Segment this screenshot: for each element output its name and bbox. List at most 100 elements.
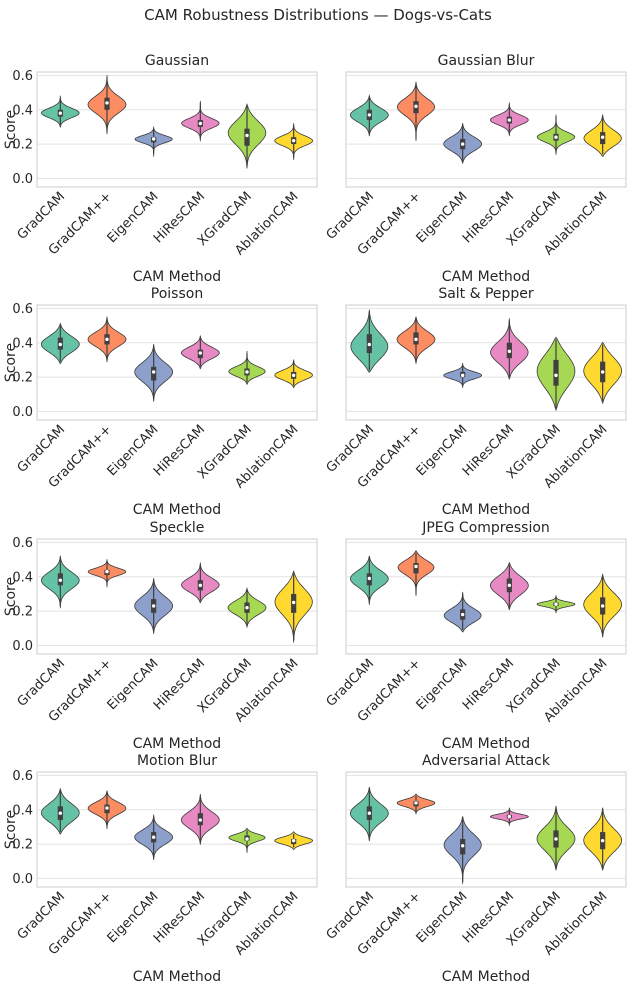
median-marker [105,101,109,105]
median-marker [105,569,109,574]
median-marker [291,373,296,378]
panel-title: JPEG Compression [421,520,550,536]
plot-area [36,771,318,888]
panel-title: Poisson [151,286,203,302]
y-tick-label: 0.2 [12,838,33,853]
y-tick-label: 0.6 [12,69,33,84]
median-marker [151,835,156,839]
median-marker [507,349,512,354]
panel-title: Motion Blur [137,753,217,769]
y-tick-label: 0.6 [12,769,33,784]
y-axis-label: Score [3,577,19,616]
median-marker [414,337,418,342]
median-marker [367,342,372,347]
y-tick-label: 0.2 [12,605,33,620]
panel-1: Gaussian BlurGradCAMGradCAM++EigenCAMHiR… [324,53,627,285]
y-tick-label: 0.4 [12,336,33,351]
y-axis-label: Score [3,343,19,382]
panel-3: Salt & PepperGradCAMGradCAM++EigenCAMHiR… [324,286,627,518]
iqr-box [553,359,559,386]
plot-area [36,304,318,421]
iqr-box [413,563,419,574]
figure-title: CAM Robustness Distributions — Dogs-vs-C… [144,6,492,24]
median-marker [245,133,249,138]
y-tick-label: 0.2 [12,371,33,386]
median-marker [198,121,203,126]
median-marker [367,576,372,581]
y-tick-label: 0.6 [12,536,33,551]
plot-area [345,304,627,421]
median-marker [507,814,512,819]
median-marker [554,135,558,139]
median-marker [507,118,512,122]
median-marker [600,838,605,843]
median-marker [58,111,63,115]
median-marker [198,351,203,355]
x-axis-label: CAM Method [133,269,221,285]
median-marker [245,837,249,841]
median-marker [460,142,465,146]
median-marker [245,370,249,374]
panel-title: Salt & Pepper [438,286,534,302]
plot-area [345,538,627,655]
x-axis-label: CAM Method [442,969,530,985]
median-marker [460,844,465,848]
median-marker [291,138,296,143]
median-marker [554,837,558,841]
y-tick-label: 0.4 [12,103,33,118]
median-marker [600,370,605,374]
panel-0: 0.00.20.40.6GaussianScoreGradCAMGradCAM+… [3,53,318,285]
median-marker [291,600,296,605]
y-tick-label: 0.6 [12,302,33,317]
plot-area [36,71,318,188]
median-marker [367,811,372,815]
median-marker [460,612,465,617]
median-marker [414,104,418,109]
median-marker [554,373,558,378]
median-marker [414,564,418,569]
panel-title: Gaussian [145,53,209,69]
median-marker [291,838,296,843]
median-marker [460,373,465,378]
x-axis-label: CAM Method [133,502,221,518]
panel-title: Adversarial Attack [422,753,551,769]
plot-area [345,71,627,188]
panel-4: 0.00.20.40.6SpeckleScoreGradCAMGradCAM++… [3,520,318,752]
x-axis-label: CAM Method [442,269,530,285]
median-marker [507,583,512,588]
median-marker [105,806,109,810]
panel-5: JPEG CompressionGradCAMGradCAM++EigenCAM… [324,520,627,752]
median-marker [600,135,605,139]
y-tick-label: 0.0 [12,405,33,420]
y-axis-label: Score [3,810,19,849]
median-marker [58,342,63,347]
median-marker [198,818,203,822]
median-marker [105,337,109,342]
median-marker [151,604,156,608]
plot-area [36,538,318,655]
median-marker [151,137,156,141]
y-tick-label: 0.2 [12,138,33,153]
iqr-box [151,366,157,381]
y-tick-label: 0.0 [12,639,33,654]
median-marker [58,578,63,582]
panel-7: Adversarial AttackGradCAMGradCAM++EigenC… [324,753,627,985]
y-tick-label: 0.0 [12,172,33,187]
panel-title: Speckle [150,520,205,536]
x-axis-label: CAM Method [442,736,530,752]
iqr-box [244,128,250,146]
median-marker [367,113,372,117]
median-marker [58,811,63,815]
plot-area [345,771,627,888]
median-marker [600,604,605,608]
y-tick-label: 0.0 [12,872,33,887]
panel-title: Gaussian Blur [438,53,535,69]
median-marker [198,583,203,588]
median-marker [245,605,249,610]
y-tick-label: 0.4 [12,570,33,585]
median-marker [554,602,558,606]
x-axis-label: CAM Method [442,502,530,518]
y-tick-label: 0.4 [12,803,33,818]
